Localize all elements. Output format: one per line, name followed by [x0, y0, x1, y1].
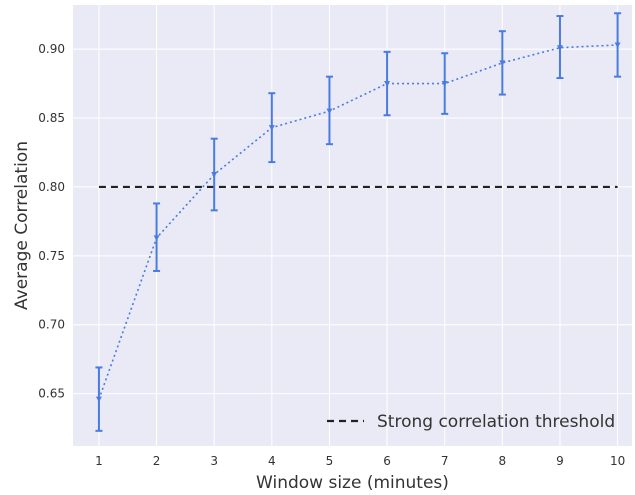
y-axis-ticks: 0.65 0.70 0.75 0.80 0.85 0.90 — [38, 42, 65, 401]
x-tick-label: 10 — [610, 454, 625, 468]
data-point — [95, 396, 102, 403]
x-tick-label: 3 — [210, 454, 218, 468]
y-tick-label: 0.75 — [38, 249, 65, 263]
data-point — [556, 45, 563, 51]
data-point — [326, 108, 333, 115]
data-point — [268, 125, 275, 131]
plot-area — [73, 5, 632, 446]
x-tick-label: 5 — [326, 454, 334, 468]
y-axis-title: Average Correlation — [12, 141, 32, 310]
x-tick-label: 1 — [95, 454, 103, 468]
x-tick-label: 7 — [441, 454, 449, 468]
y-tick-label: 0.80 — [38, 180, 65, 194]
y-tick-label: 0.90 — [38, 42, 65, 56]
x-tick-label: 6 — [383, 454, 391, 468]
legend: Strong correlation threshold — [327, 412, 615, 432]
y-tick-label: 0.85 — [38, 111, 65, 125]
data-point — [211, 172, 218, 178]
x-tick-label: 4 — [268, 454, 276, 468]
x-tick-label: 8 — [499, 454, 507, 468]
data-point — [384, 81, 391, 87]
series-group — [95, 12, 622, 432]
y-tick-label: 0.70 — [38, 318, 65, 332]
legend-label-threshold: Strong correlation threshold — [377, 412, 615, 432]
x-tick-label: 9 — [556, 454, 564, 468]
data-point — [441, 81, 448, 87]
x-tick-label: 2 — [153, 454, 161, 468]
data-point — [153, 235, 160, 241]
y-tick-label: 0.65 — [38, 387, 65, 401]
x-axis-ticks: 1 2 3 4 5 6 7 8 9 10 — [95, 454, 625, 468]
x-axis-title: Window size (minutes) — [256, 473, 449, 493]
data-point — [499, 60, 506, 66]
data-point — [614, 42, 621, 48]
